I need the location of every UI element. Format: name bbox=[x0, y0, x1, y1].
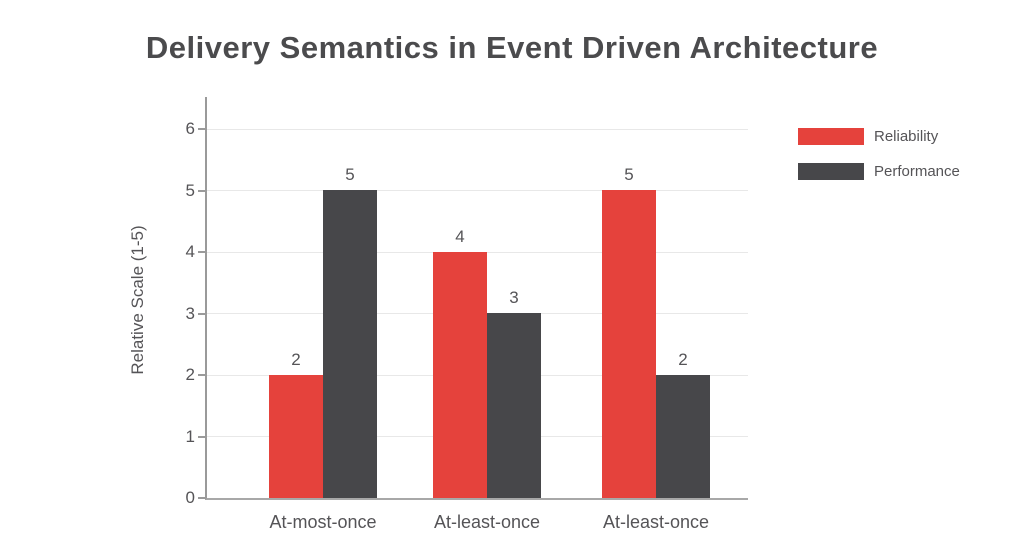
legend-entry-performance: Performance bbox=[798, 163, 960, 180]
y-tick-mark-1 bbox=[198, 435, 206, 438]
y-tick-mark-2 bbox=[198, 374, 206, 376]
gridline-5 bbox=[207, 190, 748, 191]
legend-entry-reliability: Reliability bbox=[798, 128, 960, 145]
y-tick-mark-3 bbox=[198, 312, 206, 315]
y-tick-mark-0 bbox=[198, 497, 206, 499]
y-tick-label-2: 2 bbox=[185, 365, 195, 384]
legend-swatch-reliability bbox=[798, 128, 864, 145]
bar-performance-group-1 bbox=[323, 190, 377, 498]
y-tick-label-6: 6 bbox=[185, 119, 195, 138]
y-tick-mark-4 bbox=[198, 251, 206, 253]
bar-value-label-performance-group-3: 2 bbox=[678, 350, 688, 369]
y-tick-label-4: 4 bbox=[185, 242, 195, 261]
y-axis-title: Relative Scale (1-5) bbox=[128, 225, 147, 375]
y-tick-mark-5 bbox=[198, 189, 206, 192]
bar-value-label-reliability-group-3: 5 bbox=[624, 165, 634, 184]
bar-value-label-reliability-group-2: 4 bbox=[455, 227, 465, 246]
x-category-label-3: At-least-once bbox=[602, 512, 710, 532]
bar-value-label-performance-group-1: 5 bbox=[345, 165, 355, 184]
bar-reliability-group-3 bbox=[602, 190, 656, 498]
x-category-label-1: At-most-once bbox=[269, 512, 377, 532]
legend: Reliability Performance bbox=[798, 128, 960, 198]
bar-performance-group-2 bbox=[487, 313, 541, 498]
bar-reliability-group-2 bbox=[433, 252, 487, 498]
bar-value-label-performance-group-2: 3 bbox=[509, 288, 519, 307]
gridline-6 bbox=[207, 128, 748, 130]
y-tick-mark-6 bbox=[198, 128, 206, 130]
plot-area: 2 5 4 3 5 2 bbox=[198, 97, 748, 500]
bar-performance-group-3 bbox=[656, 375, 710, 498]
y-tick-label-3: 3 bbox=[185, 303, 195, 323]
bar-reliability-group-1 bbox=[269, 375, 323, 498]
y-tick-label-5: 5 bbox=[185, 180, 195, 200]
bar-value-label-reliability-group-1: 2 bbox=[291, 350, 301, 369]
x-category-label-2: At-least-once bbox=[433, 512, 541, 532]
legend-swatch-performance bbox=[798, 163, 864, 180]
chart-title: Delivery Semantics in Event Driven Archi… bbox=[145, 30, 879, 65]
y-tick-label-0: 0 bbox=[185, 488, 195, 507]
legend-label-reliability: Reliability bbox=[874, 128, 939, 145]
legend-label-performance: Performance bbox=[874, 163, 960, 180]
y-tick-label-1: 1 bbox=[185, 426, 195, 446]
